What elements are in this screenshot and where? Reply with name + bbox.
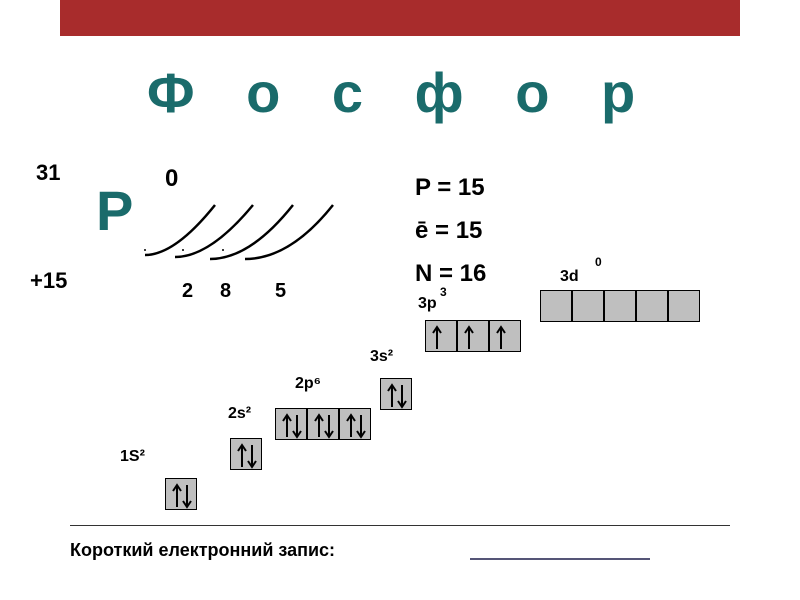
atom-properties: P = 15 ē = 15 N = 16 xyxy=(415,168,486,296)
oxidation-zero: 0 xyxy=(165,165,178,193)
mass-number: 31 xyxy=(36,160,60,186)
orbital-2s xyxy=(230,438,262,470)
orbital-3s xyxy=(380,378,412,410)
orbital-box xyxy=(489,320,521,352)
proton-count: P = 15 xyxy=(415,168,486,209)
shell-count-1: 2 xyxy=(182,280,193,303)
label-2p: 2p⁶ xyxy=(295,375,321,393)
orbital-box xyxy=(425,320,457,352)
orbital-box xyxy=(668,290,700,322)
orbital-box xyxy=(165,478,197,510)
label-3d-sup: 0 xyxy=(595,255,602,269)
orbital-1s xyxy=(165,478,197,510)
orbital-box xyxy=(230,438,262,470)
electron-shell-arcs xyxy=(135,195,355,275)
electron-count: ē = 15 xyxy=(415,211,486,252)
orbital-box xyxy=(457,320,489,352)
neutron-count: N = 16 xyxy=(415,254,486,295)
orbital-box xyxy=(380,378,412,410)
label-3p-sup: 3 xyxy=(440,285,447,299)
top-bar xyxy=(60,0,740,36)
label-1s: 1S² xyxy=(120,448,145,466)
orbital-box xyxy=(275,408,307,440)
orbital-box xyxy=(604,290,636,322)
orbital-box xyxy=(307,408,339,440)
footer-blank-line xyxy=(470,558,650,560)
shell-count-2: 8 xyxy=(220,280,231,303)
shell-count-3: 5 xyxy=(275,280,286,303)
orbital-box xyxy=(572,290,604,322)
orbital-box xyxy=(636,290,668,322)
orbital-2p xyxy=(275,408,371,440)
label-3p: 3p xyxy=(418,295,437,313)
orbital-3p xyxy=(425,320,521,352)
label-3s: 3s² xyxy=(370,348,393,366)
orbital-3d xyxy=(540,290,700,322)
label-2s: 2s² xyxy=(228,405,251,423)
page-title: Ф о с ф о р xyxy=(0,60,800,125)
element-symbol: P xyxy=(96,178,133,243)
nuclear-charge: +15 xyxy=(30,268,67,294)
orbital-box xyxy=(540,290,572,322)
orbital-box xyxy=(339,408,371,440)
divider xyxy=(70,525,730,526)
label-3d: 3d xyxy=(560,268,579,286)
footer-label: Короткий електронний запис: xyxy=(70,540,335,561)
